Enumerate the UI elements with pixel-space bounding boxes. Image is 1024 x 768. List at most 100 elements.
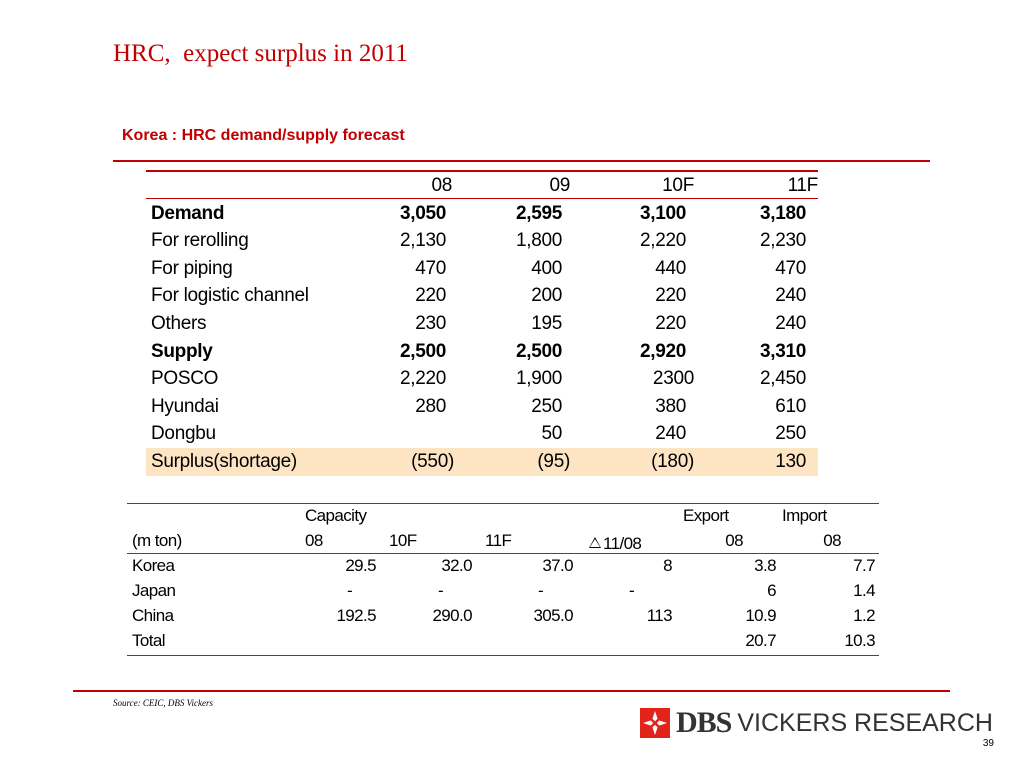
- row-label: Japan: [132, 581, 176, 600]
- table-cell: 280: [415, 395, 446, 417]
- header-cell: 08: [725, 531, 743, 550]
- table-header-row: 08 09 10F 11F: [146, 172, 818, 200]
- table-cell: 2,500: [515, 340, 562, 362]
- import-header: Import: [782, 506, 827, 525]
- table-cell: 2,220: [639, 230, 686, 252]
- table-row: China 192.5 290.0 305.0 113 10.9 1.2: [127, 603, 879, 628]
- title-divider: [113, 160, 930, 162]
- table-cell: 20.7: [745, 631, 776, 650]
- header-cell: 09: [549, 175, 570, 196]
- table-cell: 220: [415, 285, 446, 307]
- logo-main-text: DBS: [676, 706, 732, 739]
- table-cell: 2,130: [399, 230, 446, 252]
- table-cell: 2,220: [399, 368, 446, 390]
- table-cell: 250: [775, 423, 806, 445]
- table-cell: 3,310: [759, 340, 806, 362]
- table-header-row: (m ton) 08 10F 11F 11/08 08 08: [127, 528, 879, 553]
- table-cell: 113: [646, 606, 673, 625]
- table-cell: 220: [655, 312, 686, 334]
- table-row: Total 20.7 10.3: [127, 628, 879, 653]
- header-cell: 08: [823, 531, 841, 550]
- table-cell: 10.3: [844, 631, 875, 650]
- page-number: 39: [982, 738, 994, 749]
- delta-triangle-icon: [589, 537, 601, 548]
- unit-label: (m ton): [132, 531, 182, 550]
- table-cell: 1.2: [853, 606, 875, 625]
- table-row-highlight: Surplus(shortage) (550) (95) (180) 130: [146, 447, 818, 476]
- table-cell: 2,595: [515, 202, 562, 224]
- row-label: Total: [132, 631, 166, 650]
- row-label: Dongbu: [151, 423, 216, 445]
- header-cell: 10F: [662, 175, 694, 196]
- table-cell: 3,180: [759, 202, 806, 224]
- table-row: POSCO 2,220 1,900 2300 2,450: [146, 365, 818, 393]
- table-cell: 37.0: [542, 556, 573, 575]
- table-row: For logistic channel 220 200 220 240: [146, 282, 818, 310]
- row-label: Demand: [151, 202, 225, 224]
- row-label: For piping: [151, 257, 233, 279]
- table-row: Supply 2,500 2,500 2,920 3,310: [146, 338, 818, 366]
- table-row: Korea 29.5 32.0 37.0 8 3.8 7.7: [127, 553, 879, 578]
- table-row: For piping 470 400 440 470: [146, 255, 818, 283]
- table-row: Demand 3,050 2,595 3,100 3,180: [146, 200, 818, 228]
- footer-divider: [73, 690, 950, 692]
- table-row: For rerolling 2,130 1,800 2,220 2,230: [146, 227, 818, 255]
- table-cell: 380: [655, 395, 686, 417]
- header-cell: 11/08: [603, 534, 642, 553]
- table-cell: 32.0: [441, 556, 472, 575]
- table-cell: (550): [411, 450, 454, 472]
- table-cell: 195: [531, 312, 562, 334]
- table-cell: 192.5: [336, 606, 376, 625]
- table-row: Others 230 195 220 240: [146, 310, 818, 338]
- table-cell: 1.4: [853, 581, 875, 600]
- table-cell: 50: [541, 423, 562, 445]
- table-cell: 2300: [652, 368, 694, 390]
- table-cell: 440: [655, 257, 686, 279]
- export-header: Export: [683, 506, 729, 525]
- table-cell: -: [346, 581, 353, 600]
- table-cell: 3,050: [399, 202, 446, 224]
- table-cell: 10.9: [745, 606, 776, 625]
- row-label: China: [132, 606, 174, 625]
- row-label: Supply: [151, 340, 213, 362]
- table-cell: 250: [531, 395, 562, 417]
- table-cell: 290.0: [432, 606, 472, 625]
- table-cell: 470: [415, 257, 446, 279]
- capacity-trade-table: Capacity Export Import (m ton) 08 10F 11…: [127, 503, 879, 653]
- table-cell: 1,800: [515, 230, 562, 252]
- table-cell: -: [628, 581, 635, 600]
- table-header-row: Capacity Export Import: [127, 503, 879, 528]
- row-label: Others: [151, 312, 207, 334]
- table-cell: (95): [537, 450, 570, 472]
- table-cell: 7.7: [853, 556, 875, 575]
- demand-supply-table: 08 09 10F 11F Demand 3,050 2,595 3,100 3…: [146, 172, 818, 476]
- ds-table-top-rule: [146, 170, 818, 172]
- table-cell: 400: [531, 257, 562, 279]
- header-cell: 10F: [389, 531, 417, 550]
- cap-table-top-rule: [127, 503, 879, 504]
- table-cell: -: [437, 581, 444, 600]
- header-cell: 11F: [485, 531, 512, 550]
- table-cell: -: [537, 581, 544, 600]
- logo-sub-text: VICKERS RESEARCH: [737, 708, 993, 737]
- table-cell: 3,100: [639, 202, 686, 224]
- row-label: Korea: [132, 556, 175, 575]
- table-row: Japan - - - - 6 1.4: [127, 578, 879, 603]
- row-label: POSCO: [151, 368, 219, 390]
- table-cell: 2,500: [399, 340, 446, 362]
- table-cell: 2,920: [639, 340, 686, 362]
- source-note: Source: CEIC, DBS Vickers: [113, 698, 213, 708]
- table-title: Korea : HRC demand/supply forecast: [122, 127, 405, 144]
- table-cell: 3.8: [754, 556, 776, 575]
- table-cell: 2,230: [759, 230, 806, 252]
- table-cell: 240: [655, 423, 686, 445]
- table-cell: 29.5: [345, 556, 376, 575]
- dbs-star-icon: [640, 708, 670, 738]
- header-cell: 08: [431, 175, 452, 196]
- table-cell: 305.0: [533, 606, 573, 625]
- capacity-header: Capacity: [305, 506, 367, 525]
- table-row: Hyundai 280 250 380 610: [146, 393, 818, 421]
- cap-header-rule: [127, 553, 879, 554]
- table-cell: 240: [775, 285, 806, 307]
- cap-table-bottom-rule: [127, 655, 879, 656]
